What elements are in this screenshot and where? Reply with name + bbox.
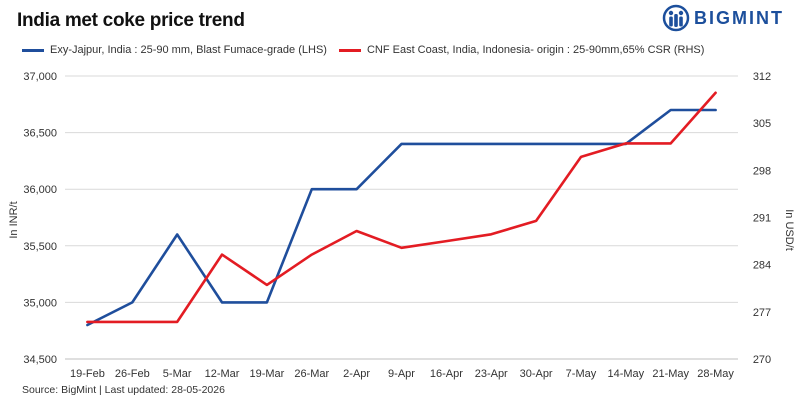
x-tick-label: 26-Feb xyxy=(115,368,150,380)
x-tick-label: 30-Apr xyxy=(520,368,553,380)
y-tick-label-left: 37,000 xyxy=(23,71,57,83)
legend-item-rhs: CNF East Coast, India, Indonesia- origin… xyxy=(338,44,705,56)
x-tick-label: 12-Mar xyxy=(205,368,240,380)
legend-swatch-lhs xyxy=(22,48,44,52)
x-tick-label: 5-Mar xyxy=(163,368,192,380)
logo-text: BIGMINT xyxy=(694,7,784,28)
x-tick-label: 23-Apr xyxy=(475,368,508,380)
x-tick-label: 26-Mar xyxy=(294,368,329,380)
y-tick-label-right: 291 xyxy=(753,213,771,225)
x-tick-label: 19-Mar xyxy=(249,368,284,380)
legend-label-lhs: Exy-Jajpur, India : 25-90 mm, Blast Fuma… xyxy=(50,44,327,56)
x-tick-label: 9-Apr xyxy=(388,368,415,380)
legend-label-rhs: CNF East Coast, India, Indonesia- origin… xyxy=(366,44,705,56)
y-tick-label-right: 284 xyxy=(753,260,771,272)
bigmint-logo-icon xyxy=(662,4,690,32)
y-tick-label-left: 35,500 xyxy=(23,241,57,253)
source-note: Source: BigMint | Last updated: 28-05-20… xyxy=(22,384,225,396)
y-tick-label-right: 298 xyxy=(753,165,771,177)
y-tick-label-right: 312 xyxy=(753,71,771,83)
x-tick-label: 16-Apr xyxy=(430,368,463,380)
y-tick-label-right: 305 xyxy=(753,118,771,130)
chart-legend: Exy-Jajpur, India : 25-90 mm, Blast Fuma… xyxy=(22,44,716,56)
series-line-rhs xyxy=(86,91,717,324)
x-tick-label: 7-May xyxy=(566,368,597,380)
brand-logo: BIGMINT xyxy=(662,4,784,32)
y-tick-label-left: 36,500 xyxy=(23,128,57,140)
x-tick-label: 14-May xyxy=(607,368,644,380)
chart-title: India met coke price trend xyxy=(17,10,245,31)
y-tick-label-left: 35,000 xyxy=(23,297,57,309)
y-tick-label-left: 36,000 xyxy=(23,184,57,196)
legend-item-lhs: Exy-Jajpur, India : 25-90 mm, Blast Fuma… xyxy=(22,44,327,56)
y-tick-label-right: 270 xyxy=(753,354,771,366)
series-line-lhs xyxy=(86,108,717,327)
x-tick-label: 28-May xyxy=(697,368,734,380)
x-tick-label: 21-May xyxy=(652,368,689,380)
x-tick-label: 2-Apr xyxy=(343,368,370,380)
x-tick-label: 19-Feb xyxy=(70,368,105,380)
legend-swatch-rhs xyxy=(338,48,361,52)
y-tick-label-left: 34,500 xyxy=(23,354,57,366)
y-tick-label-right: 277 xyxy=(753,307,771,319)
